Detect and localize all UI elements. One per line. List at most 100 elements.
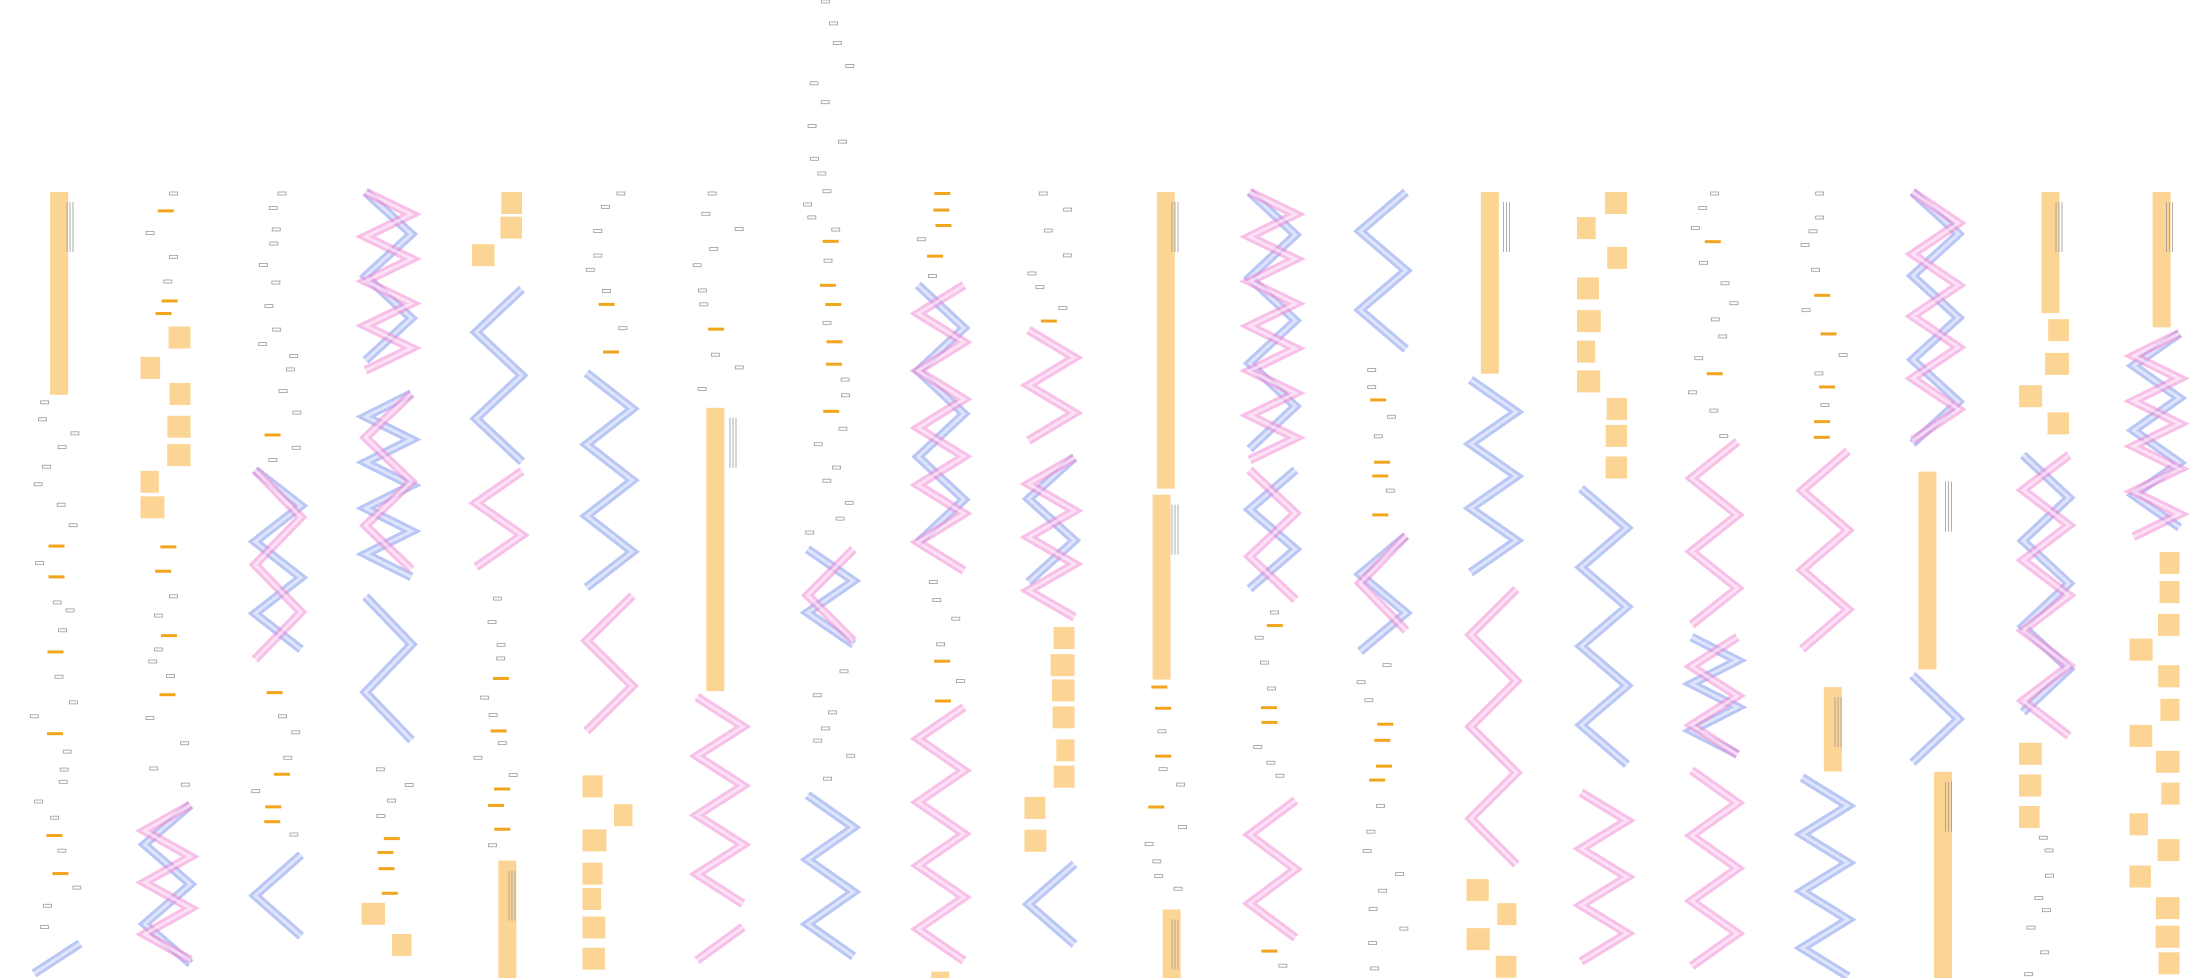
tag	[601, 204, 610, 209]
marker	[1706, 372, 1723, 376]
tag	[1814, 371, 1824, 376]
marker	[1261, 706, 1278, 710]
strand-core	[1357, 534, 1408, 632]
block	[1024, 796, 1046, 819]
tag	[57, 445, 67, 450]
marker	[927, 254, 944, 258]
tag	[283, 755, 293, 760]
strand-core	[804, 793, 857, 958]
strand-core	[584, 371, 635, 589]
marker	[494, 787, 511, 791]
block	[167, 444, 191, 467]
block	[168, 326, 191, 349]
track-column	[1019, 191, 1084, 948]
strand-core	[363, 595, 414, 742]
block	[2019, 805, 2040, 828]
track-column	[579, 191, 640, 970]
tag	[1719, 434, 1729, 439]
block	[140, 470, 159, 493]
tag	[822, 320, 832, 325]
tag	[166, 674, 175, 678]
tag	[1367, 385, 1377, 390]
strand-core	[1246, 190, 1299, 462]
tag	[697, 288, 707, 293]
tag	[1154, 874, 1164, 878]
marker	[823, 409, 840, 413]
span	[1934, 771, 1953, 978]
block	[582, 862, 603, 885]
tag	[936, 642, 946, 647]
tag	[709, 246, 719, 251]
tag	[701, 211, 711, 216]
tag	[149, 766, 159, 771]
marker	[1369, 778, 1386, 782]
tag	[29, 714, 39, 719]
strand-core	[1026, 862, 1076, 946]
tag	[1378, 888, 1388, 893]
marker	[1148, 805, 1165, 809]
span	[706, 407, 725, 692]
marker	[47, 650, 64, 654]
tag	[289, 354, 299, 359]
strand-core	[2020, 453, 2072, 738]
tag	[1815, 191, 1825, 196]
track-column	[1352, 188, 1414, 971]
tag	[2026, 925, 2036, 930]
marker	[47, 732, 64, 736]
tag	[268, 206, 278, 210]
marker	[1370, 398, 1387, 402]
marker	[825, 302, 842, 306]
tag	[269, 241, 279, 246]
tag	[817, 171, 827, 176]
tag	[838, 139, 847, 144]
tag	[1376, 803, 1385, 808]
marker	[934, 699, 951, 703]
tag	[1267, 686, 1276, 691]
marker	[383, 837, 400, 841]
tag	[828, 710, 837, 715]
tag	[813, 738, 823, 743]
tag	[1373, 434, 1383, 439]
tag	[835, 516, 845, 521]
tag	[39, 925, 49, 930]
tag	[928, 580, 938, 584]
block	[2157, 839, 2180, 862]
block	[2129, 724, 2153, 747]
tag	[2024, 972, 2034, 977]
tag	[169, 191, 178, 196]
span	[498, 860, 517, 978]
tag	[376, 814, 386, 818]
marker	[1375, 764, 1392, 768]
tag	[809, 81, 819, 86]
marker	[1040, 319, 1057, 323]
tag	[602, 289, 611, 293]
tag	[1035, 285, 1045, 289]
tag	[258, 263, 268, 267]
block	[2019, 742, 2042, 765]
strand-core	[915, 283, 967, 572]
tag	[1382, 663, 1392, 668]
tag	[38, 417, 47, 422]
marker	[826, 340, 843, 344]
tag	[72, 885, 82, 890]
track-column	[2123, 192, 2190, 975]
track-column	[909, 192, 973, 978]
marker	[46, 834, 63, 838]
block	[1495, 955, 1517, 978]
block	[501, 192, 522, 214]
block	[2019, 774, 2042, 797]
tag	[497, 741, 507, 746]
tag	[2040, 950, 2050, 955]
tag	[932, 598, 942, 602]
track-column	[1904, 188, 1967, 978]
marker	[1819, 385, 1836, 389]
strand-core	[694, 695, 746, 906]
block	[1577, 340, 1596, 363]
block	[2129, 865, 2151, 888]
strand-core	[1578, 487, 1630, 766]
tag	[1710, 317, 1720, 322]
marker	[934, 659, 951, 663]
tag	[2034, 896, 2044, 901]
tag	[807, 215, 817, 220]
